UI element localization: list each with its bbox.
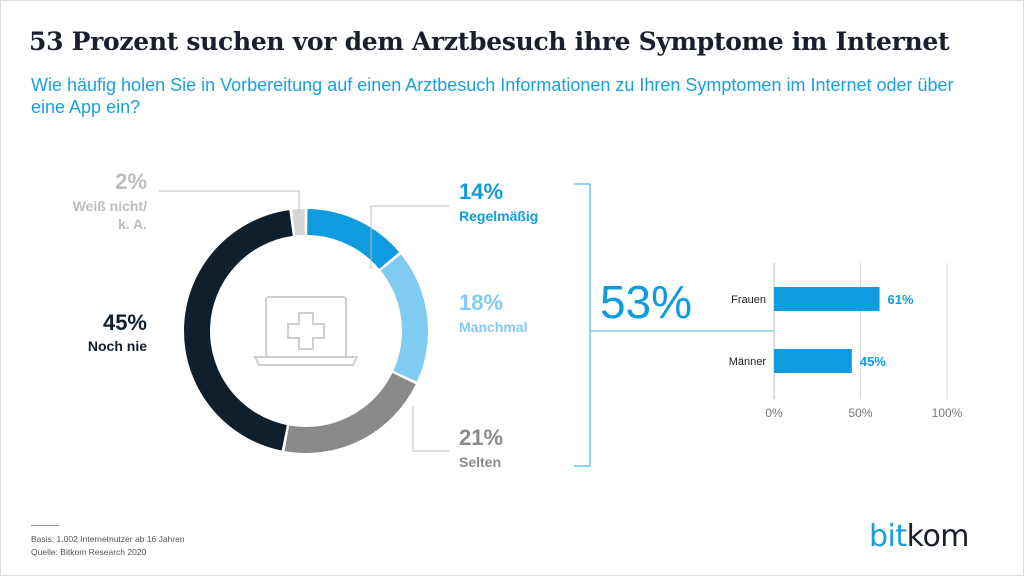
- slice-value-manchmal: 18%: [459, 290, 503, 315]
- highlight-value: 53%: [600, 276, 692, 328]
- page-title: 53 Prozent suchen vor dem Arztbesuch ihr…: [29, 27, 950, 56]
- category-label-m-nner: Männer: [729, 356, 767, 368]
- laptop-medical-cross-icon: [253, 296, 359, 366]
- bar-frauen: [774, 287, 880, 311]
- slice-label-manchmal: Manchmal: [459, 319, 527, 335]
- slice-label-wei-nicht-k-a: Weiß nicht/k. A.: [73, 198, 148, 232]
- leader-weiss-nicht: [159, 190, 300, 213]
- category-label-frauen: Frauen: [731, 294, 766, 306]
- bar-value-m-nner: 45%: [860, 354, 886, 369]
- laptop-base: [253, 356, 359, 366]
- logo-part-bit: bit: [869, 519, 907, 554]
- bar-value-frauen: 61%: [888, 292, 914, 307]
- slice-label-selten: Selten: [459, 454, 501, 470]
- donut-slice-noch-nie: [184, 210, 293, 451]
- footer-basis: Basis: 1.002 Internetnutzer ab 16 Jahren: [31, 534, 185, 544]
- slice-label-regelm-ig: Regelmäßig: [459, 208, 538, 224]
- x-tick-label: 100%: [932, 406, 963, 420]
- leader-selten: [412, 406, 449, 452]
- bar-m-nner: [774, 349, 852, 373]
- slice-value-regelm-ig: 14%: [459, 179, 503, 204]
- medical-cross: [287, 312, 325, 350]
- slice-label-noch-nie: Noch nie: [88, 338, 147, 354]
- donut-slice-manchmal: [380, 254, 428, 382]
- footer-divider: [31, 525, 59, 526]
- footer-source: Quelle: Bitkom Research 2020: [31, 547, 147, 557]
- page-subtitle: Wie häufig holen Sie in Vorbereitung auf…: [31, 75, 954, 117]
- donut-slice-wei-nicht-k-a: [292, 209, 305, 236]
- bitkom-logo: bitkom: [869, 519, 970, 554]
- slice-label-line: Weiß nicht/: [73, 198, 148, 214]
- x-tick-label: 0%: [765, 406, 783, 420]
- slice-value-selten: 21%: [459, 425, 503, 450]
- x-tick-label: 50%: [848, 406, 872, 420]
- leader-regelmaessig: [370, 205, 449, 269]
- donut-slice-selten: [284, 372, 416, 453]
- donut-slice-regelm-ig: [307, 209, 400, 269]
- slice-value-wei-nicht-k-a: 2%: [115, 169, 147, 194]
- logo-part-kom: kom: [906, 519, 970, 554]
- slice-value-noch-nie: 45%: [103, 310, 147, 335]
- slice-label-line: k. A.: [118, 216, 147, 232]
- bracket: [574, 183, 591, 467]
